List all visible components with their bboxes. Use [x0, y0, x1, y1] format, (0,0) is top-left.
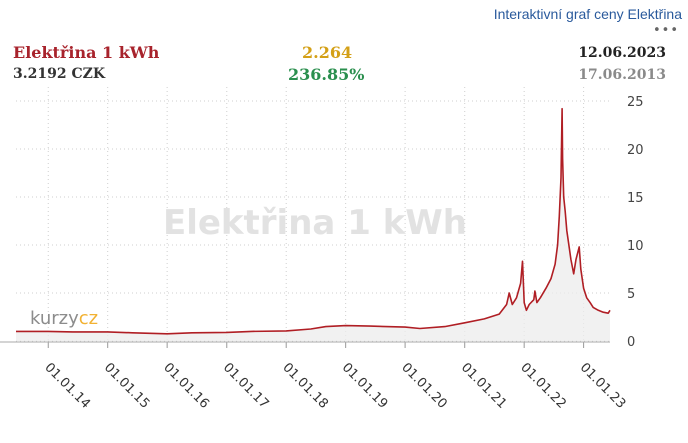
x-tick-label: 01.01.20 [398, 360, 450, 412]
y-tick-label: 10 [627, 239, 644, 254]
price-line [16, 107, 611, 335]
y-tick-label: 0 [627, 335, 635, 350]
y-tick-label: 20 [627, 143, 644, 158]
more-options-icon[interactable]: ••• [652, 23, 679, 38]
current-price: 3.2192 CZK [13, 66, 105, 82]
x-tick-label: 01.01.14 [41, 360, 93, 412]
x-tick-label: 01.01.23 [577, 360, 629, 412]
commodity-name: Elektřina 1 kWh [13, 43, 160, 62]
x-tick-label: 01.01.22 [517, 360, 569, 412]
x-tick-label: 01.01.18 [279, 360, 331, 412]
reference-date: 17.06.2013 [578, 67, 666, 83]
y-axis: 0 5 10 15 20 25 [627, 95, 644, 350]
x-axis: 01.01.14 01.01.15 01.01.16 01.01.17 01.01.18… [0, 341, 629, 412]
y-tick-label: 25 [627, 95, 644, 110]
chart-title-link[interactable]: Interaktivní graf ceny Elektřina [493, 6, 682, 22]
price-change-percent: 236.85% [288, 65, 365, 84]
x-tick-label: 01.01.15 [101, 360, 153, 412]
x-tick-label: 01.01.17 [220, 360, 272, 412]
kurzy-logo: kurzycz [30, 308, 98, 329]
price-area [16, 108, 610, 341]
x-tick-label: 01.01.16 [160, 360, 212, 412]
price-change: 2.264 [302, 43, 353, 62]
y-tick-label: 15 [627, 191, 644, 206]
x-tick-label: 01.01.21 [458, 360, 510, 412]
current-date: 12.06.2023 [578, 45, 666, 61]
x-tick-label: 01.01.19 [339, 360, 391, 412]
chart-watermark: Elektřina 1 kWh [163, 203, 467, 243]
y-tick-label: 5 [627, 287, 635, 302]
